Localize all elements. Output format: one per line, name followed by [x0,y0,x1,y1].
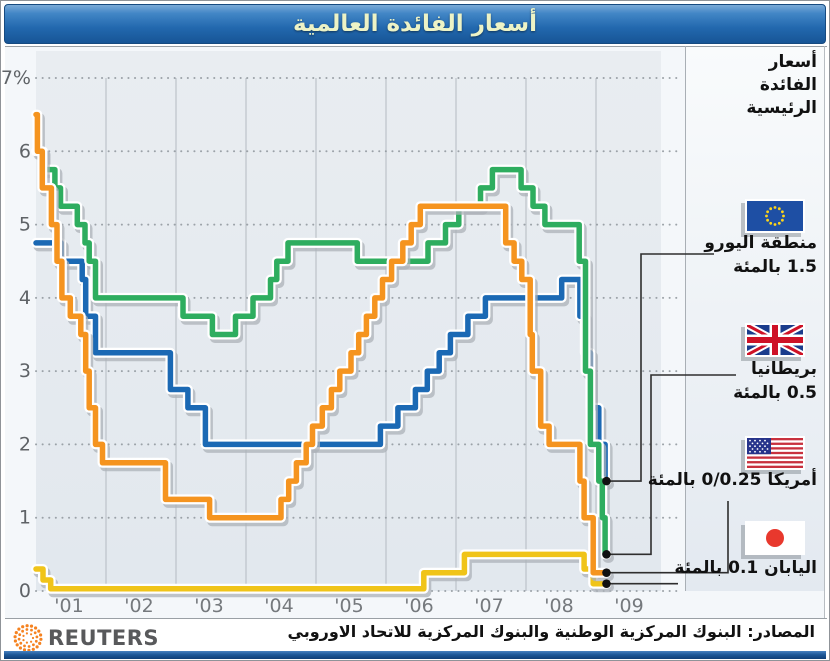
america-callout-line [606,501,729,574]
reuters-logo-dot [25,641,28,644]
reuters-logo-dot [17,627,21,631]
britain-callout-line [606,374,736,556]
reuters-logo-dot [31,636,35,640]
reuters-logo-dot [39,633,43,637]
us-stars [749,439,769,453]
reuters-logo-dot [22,634,25,637]
reuters-logo-dot [32,643,35,647]
america-endpoint-dot [602,568,611,577]
legend-euro-rate: 1.5 بالمئة [733,257,817,277]
y-axis-label: 3 [19,360,31,382]
reuters-logo-dot [38,641,42,645]
y-axis-label: 4 [19,287,31,309]
reuters-logo-dot [37,629,41,633]
legend-heading-line1: أسعار [768,52,817,72]
reuters-logo-dot [30,633,33,636]
x-axis-label: '06 [404,595,433,617]
reuters-logo-dot [22,639,25,642]
y-axis-label: 7% [1,67,31,89]
reuters-logo-dot [30,628,33,632]
legend-britain-rate: 0.5 بالمئة [733,383,817,403]
x-axis-label: '01 [54,595,83,617]
reuters-logo-dot [34,639,38,643]
japan-flag-icon [745,521,805,555]
reuters-logo-dot [18,633,22,637]
reuters-logo-dot [35,635,39,639]
y-axis-label: 6 [19,140,31,162]
legend-america-label: أمريكا 0/0.25 بالمئة [647,470,817,490]
uk-flag-icon [745,323,805,357]
britain-rate-line [33,148,610,558]
reuters-brand: REUTERS [48,626,160,650]
euro-endpoint-dot [602,476,611,486]
x-axis-label: '04 [264,595,293,617]
bottom-accent-bar [4,651,826,659]
reuters-logo-dot [13,635,17,639]
eu-stars [765,206,785,226]
reuters-logo-dot [25,628,29,631]
reuters-logo-dot [19,641,23,645]
reuters-logo-dot [35,645,39,649]
america-rate-line [33,111,610,576]
reuters-logo-dot [29,624,34,628]
reuters-logo-dot [30,640,33,643]
x-axis-label: '05 [334,595,363,617]
legend-japan-label: اليابان 0.1 بالمئة [674,558,817,578]
us-flag-icon [745,436,805,470]
page-title: أسعار الفائدة العالمية [292,11,538,37]
reuters-logo-dot [18,646,22,650]
reuters-logo-dot [39,637,43,641]
legend-euro-name: منطقة اليورو [704,233,817,253]
legend-heading-line3: الرئيسية [746,98,817,118]
y-axis-label: 1 [19,507,31,529]
euro-callout-line [606,253,714,482]
x-axis-label: '08 [544,595,573,617]
y-axis-label: 2 [19,433,31,455]
reuters-logo-dot [34,626,38,630]
reuters-logo-dot [33,631,37,635]
y-axis-label: 5 [19,214,31,236]
reuters-logo-dot [15,643,19,647]
legend-britain-name: بريطانيا [751,359,817,379]
x-axis-label: '09 [614,595,643,617]
reuters-logo-dot [14,631,18,635]
x-axis-label: '03 [194,595,223,617]
legend-heading-line2: الفائدة [759,75,817,95]
reuters-logo-dot [27,645,31,648]
reuters-logo-dot [25,632,28,635]
reuters-logo-dot [23,644,26,648]
y-axis-label: 0 [19,580,31,602]
x-axis-label: '07 [474,595,503,617]
reuters-logo-icon [13,624,43,652]
reuters-logo-dot [13,639,17,643]
eu-flag-icon [745,199,805,233]
reuters-logo-dot [22,648,27,652]
japan-endpoint-dot [602,579,611,588]
britain-endpoint-dot [602,550,611,559]
reuters-logo-dot [25,624,29,628]
x-axis-label: '02 [124,595,153,617]
reuters-logo-dot [17,637,21,641]
reuters-logo-dot [31,647,35,651]
reuters-logo-dot [21,629,24,633]
source-text: المصادر: البنوك المركزية الوطنية والبنوك… [287,622,816,641]
title-bar: أسعار الفائدة العالمية [4,4,826,44]
legend-heading: أسعار الفائدة الرئيسية [746,51,817,120]
plot-area-bg [36,51,661,591]
reuters-logo-dot [21,625,25,629]
legend-column-bg [685,47,824,591]
